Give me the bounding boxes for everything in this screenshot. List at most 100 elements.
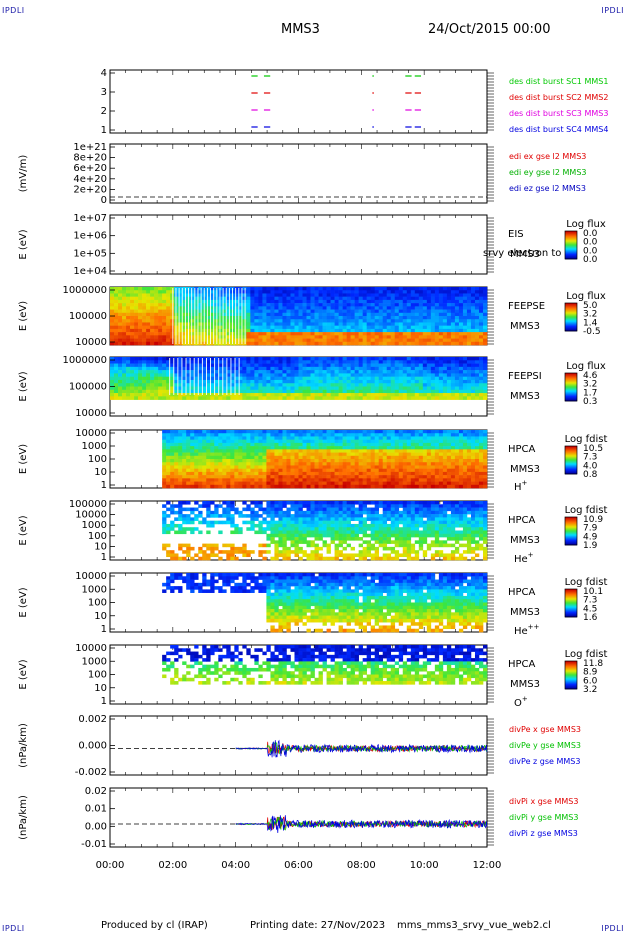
feepse-spectrogram-cell [426, 322, 432, 326]
feepsi-spectrogram-cell [354, 386, 359, 391]
hpca-h-spectrogram-cell [222, 433, 227, 437]
hpca-h-spectrogram-cell [418, 475, 424, 479]
hpca-h-spectrogram-cell [170, 465, 175, 469]
feepse-spectrogram-cell [378, 293, 384, 297]
hpca-h-spectrogram-cell [434, 452, 440, 457]
feepse-spectrogram-cell [290, 316, 295, 320]
feepse-spectrogram-cell [162, 332, 167, 336]
feepse-spectrogram-cell [394, 293, 400, 297]
hpca-h-spectrogram-cell [310, 478, 315, 482]
feepsi-spectrogram-cell [298, 393, 303, 397]
feepsi-spectrogram-cell [290, 383, 295, 387]
feepsi-spectrogram-cell [154, 357, 159, 361]
feepsi-spectrogram-cell [150, 396, 155, 400]
hpca-h-spectrogram-cell [430, 465, 436, 469]
feepsi-spectrogram-cell [298, 360, 303, 364]
hpca-h-spectrogram-cell [358, 449, 363, 453]
feepse-spectrogram-cell [326, 328, 331, 333]
feepse-spectrogram-cell [478, 341, 484, 346]
hpca-h-spectrogram-cell [330, 439, 335, 444]
feepsi-spectrogram-cell [290, 360, 295, 364]
feepse-spectrogram-cell [430, 338, 436, 343]
hpca-h-spectrogram-cell [178, 465, 183, 469]
hpca-h-spectrogram-cell [398, 471, 404, 476]
edi-y-tick-label: 6e+20 [73, 163, 107, 174]
feepse-spectrogram-cell [114, 332, 119, 336]
hpca-h-spectrogram-cell [258, 462, 263, 466]
feepsi-spectrogram-cell [382, 379, 388, 384]
feepse-spectrogram-cell [146, 332, 151, 336]
hpca-h-spectrogram-cell [270, 446, 275, 450]
hpca-h-spectrogram-cell [322, 430, 327, 434]
feepsi-spectrogram-cell [470, 363, 476, 368]
feepsi-spectrogram-cell [202, 363, 207, 368]
feepse-spectrogram-cell [194, 296, 199, 301]
feepse-spectrogram-cell [302, 299, 307, 304]
feepsi-spectrogram-cell [398, 357, 404, 361]
feepsi-spectrogram-cell [298, 383, 303, 387]
feepse-spectrogram-cell [298, 296, 303, 301]
feepse-spectrogram-cell [430, 328, 436, 333]
feepse-spectrogram-cell [482, 303, 488, 307]
feepse-spectrogram-cell [438, 309, 444, 314]
feepse-spectrogram-cell [306, 316, 311, 320]
feepse-spectrogram-cell [426, 306, 432, 310]
feepse-spectrogram-cell [266, 312, 271, 317]
feepse-spectrogram-cell [326, 338, 331, 343]
feepsi-spectrogram-cell [174, 363, 179, 368]
feepsi-spectrogram-cell [374, 396, 380, 400]
feepse-spectrogram-cell [466, 338, 472, 343]
feepsi-spectrogram-cell [370, 366, 376, 371]
feepsi-spectrogram-cell [326, 383, 331, 387]
hpca-h-spectrogram-cell [298, 436, 303, 440]
hpca-h-spectrogram-cell [462, 449, 468, 453]
feepse-spectrogram-cell [430, 316, 436, 320]
eis-colorbar-frame [564, 230, 578, 260]
feepse-spectrogram-cell [234, 335, 239, 339]
feepsi-spectrogram-cell [438, 366, 444, 371]
hpca-h-spectrogram-cell [218, 465, 223, 469]
feepse-spectrogram-cell [298, 322, 303, 326]
feepsi-spectrogram-cell [194, 360, 199, 364]
hpca-h-spectrogram-cell [470, 439, 476, 444]
feepsi-spectrogram-cell [354, 383, 359, 387]
feepse-spectrogram-cell [346, 319, 351, 323]
feepse-spectrogram-cell [450, 293, 456, 297]
feepsi-spectrogram-cell [266, 370, 271, 374]
hpca-h-spectrogram-cell [270, 436, 275, 440]
hpca-h-spectrogram-cell [290, 439, 295, 444]
hpca-h-spectrogram-cell [194, 459, 199, 463]
hpca-h-spectrogram-cell [318, 481, 323, 486]
hpca-h-spectrogram-cell [226, 433, 231, 437]
hpca-h-spectrogram-cell [458, 478, 464, 482]
hpca-h-spectrogram-cell [286, 481, 291, 486]
feepsi-spectrogram-cell [290, 376, 295, 381]
hpca-h-spectrogram-cell [438, 439, 444, 444]
feepse-spectrogram-cell [450, 332, 456, 336]
feepsi-spectrogram-cell [350, 396, 355, 400]
hpca-h-spectrogram-cell [282, 462, 287, 466]
feepsi-colorbar-cell [565, 373, 577, 375]
feepsi-spectrogram-cell [210, 366, 215, 371]
feepse-spectrogram-cell [194, 293, 199, 297]
feepse-spectrogram-cell [374, 325, 380, 330]
hpca-h-spectrogram-cell [314, 442, 319, 447]
feepsi-spectrogram-cell [454, 379, 460, 384]
feepse-spectrogram-cell [306, 335, 311, 339]
feepsi-spectrogram-cell [438, 396, 444, 400]
feepsi-spectrogram-cell [306, 376, 311, 381]
feepsi-spectrogram-cell [246, 379, 251, 384]
feepsi-spectrogram-cell [306, 386, 311, 391]
feepse-spectrogram-cell [198, 293, 203, 297]
feepse-spectrogram-cell [374, 341, 380, 346]
feepsi-spectrogram-cell [154, 376, 159, 381]
feepse-spectrogram-cell [166, 306, 171, 310]
eis-colorbar-cell [565, 236, 577, 238]
hpca-h-spectrogram-cell [246, 471, 251, 476]
feepse-spectrogram-cell [262, 287, 267, 291]
feepse-spectrogram-cell [338, 312, 343, 317]
feepse-spectrogram-cell [442, 296, 448, 301]
hpca-h-spectrogram-cell [186, 478, 191, 482]
hpca-h-spectrogram-cell [270, 442, 275, 447]
feepsi-spectrogram-cell [454, 396, 460, 400]
